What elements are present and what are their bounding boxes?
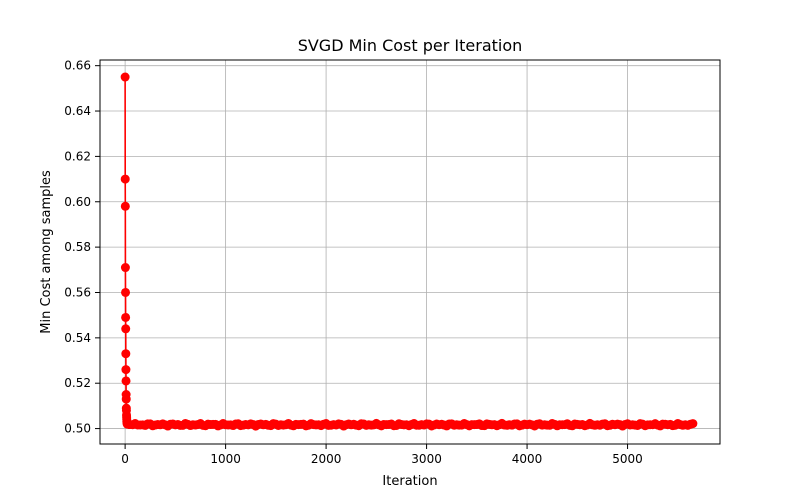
plot-frame <box>99 59 721 445</box>
y-tick-label: 0.60 <box>64 195 91 209</box>
data-point <box>121 349 131 359</box>
grid <box>100 60 720 444</box>
x-tick-label: 2000 <box>311 452 342 466</box>
data-point <box>121 287 131 297</box>
y-axis-label: Min Cost among samples <box>39 170 54 334</box>
series-layer <box>120 72 698 431</box>
data-point <box>121 376 131 386</box>
x-tick-label: 4000 <box>512 452 543 466</box>
y-tick-label: 0.58 <box>64 240 91 254</box>
data-point <box>120 263 130 273</box>
y-tick-label: 0.54 <box>64 331 91 345</box>
y-tick-label: 0.66 <box>64 59 91 73</box>
y-tick-label: 0.52 <box>64 376 91 390</box>
data-point <box>121 365 131 375</box>
data-point <box>120 174 130 184</box>
data-point <box>120 72 130 82</box>
x-tick-label: 5000 <box>612 452 643 466</box>
x-tick-label: 3000 <box>411 452 442 466</box>
x-tick-label: 0 <box>121 452 129 466</box>
data-point <box>688 419 698 429</box>
ticks: 0 1000 2000 3000 4000 5000 0.50 0.52 0.54 0.56 0.5… <box>64 59 643 466</box>
data-point <box>120 201 130 211</box>
chart-title: SVGD Min Cost per Iteration <box>298 36 523 55</box>
y-tick-label: 0.56 <box>64 285 91 299</box>
data-point <box>121 312 131 322</box>
y-tick-label: 0.50 <box>64 422 91 436</box>
y-tick-label: 0.62 <box>64 149 91 163</box>
x-axis-label: Iteration <box>382 474 437 489</box>
y-tick-label: 0.64 <box>64 104 91 118</box>
data-point <box>121 394 131 404</box>
x-tick-label: 1000 <box>210 452 241 466</box>
data-point <box>121 324 131 334</box>
